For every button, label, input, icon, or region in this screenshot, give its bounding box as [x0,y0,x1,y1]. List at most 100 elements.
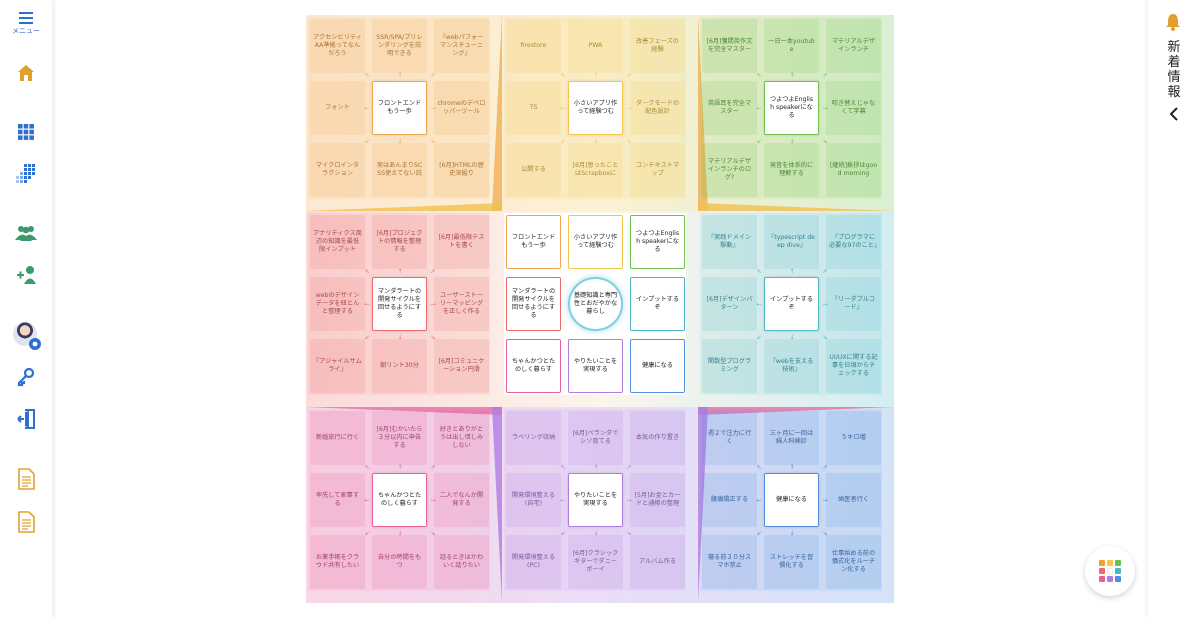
mandala-cell[interactable]: マテリアルデザインランチ [826,19,881,73]
mandala-cell[interactable]: マイクロインタラクション [310,143,365,197]
arrow-icon: ← [560,105,566,112]
mandala-cell[interactable]: ダークモードの配色設計 [630,81,685,135]
mandala-cell[interactable]: 腰痛矯正する [702,473,757,527]
mandala-cell[interactable]: 『アジャイルサムライ』 [310,339,365,393]
menu-button[interactable]: メニュー [8,10,44,38]
mandala-cell[interactable]: 公開する [506,143,561,197]
mandala-cell[interactable]: [6月]コミュニケーション円滑 [434,339,489,393]
mandala-cell[interactable]: 朝リント30分 [372,339,427,393]
mandala-cell[interactable]: フォント [310,81,365,135]
mandala-center-cell[interactable]: 基礎知識と専門性とおだやかな暮らし [568,277,623,331]
mandala-cell[interactable]: 実はあんまりSCSS使えてない説 [372,143,427,197]
mandala-center-cell[interactable]: インプットするぞ [764,277,819,331]
mandala-cell[interactable]: 開発環境整える(PC) [506,535,561,589]
mandala-cell[interactable]: [6月]獲間英作文を完全マスター [702,19,757,73]
mandala-cell[interactable]: 『typescript deep dive』 [764,215,819,269]
mandala-center-cell[interactable]: やりたいことを実現する [568,473,623,527]
mandala-cell[interactable]: 率先して家事する [310,473,365,527]
mandala-cell[interactable]: 話るときはかわいく話りたい [434,535,489,589]
mandala-cell[interactable]: マテリアルデザインランチのログ? [702,143,757,197]
arrow-icon: ↘ [430,530,436,537]
mandala-cell[interactable]: アクセシビリティAA準拠ってなんだろう [310,19,365,73]
mandala-cell[interactable]: 吹き替えじゃなくて字幕 [826,81,881,135]
logout-icon[interactable] [11,404,41,434]
mandala-cell[interactable]: お薬手帳をクラウド共有したい [310,535,365,589]
mandala-cell[interactable]: 『実践ドメイン駆動』 [702,215,757,269]
mandala-center-cell[interactable]: ちゃんかつとたのしく暮らす [372,473,427,527]
mandala-cell[interactable]: ５キロ増 [826,411,881,465]
mandala-cell[interactable]: 寝る前３０分スマホ禁止 [702,535,757,589]
mandala-cell[interactable]: PWA [568,19,623,73]
mandala-center-cell[interactable]: 小さいアプリ作って経験つむ [568,81,623,135]
document-icon[interactable] [11,464,41,494]
key-icon[interactable] [11,362,41,392]
mandala-cell[interactable]: 週２で注力に行く [702,411,757,465]
home-icon[interactable] [11,58,41,88]
mandala-cell[interactable]: [6月]クラシックギターでダニーボーイ [568,535,623,589]
mandala-cell[interactable]: 『webパフォーマンスチューニング』 [434,19,489,73]
mandala-cell[interactable]: 三ヶ月に一回は婦人科検診 [764,411,819,465]
mandala-cell[interactable]: chromeのデベロッパーツール [434,81,489,135]
mandala-cell[interactable]: 好きとありがとうは出し惜しみしない [434,411,489,465]
mandala-cell[interactable]: 関数型プログラミング [702,339,757,393]
chevron-left-icon[interactable] [1168,106,1180,121]
mandala-cell[interactable]: [6月]プロジェクトの情報を整理する [372,215,427,269]
mandala-cell[interactable]: 『リーダブルコード』 [826,277,881,331]
mandala-cell[interactable]: インプットするぞ [630,277,685,331]
mandala-cell[interactable]: 自分の時間をもつ [372,535,427,589]
mandala-cell[interactable]: [6月]むかいたら３分以内に申告する [372,411,427,465]
mandala-cell[interactable]: 発音を体系的に理解する [764,143,819,197]
document-icon-2[interactable] [11,507,41,537]
mandala-cell[interactable]: アルバム作る [630,535,685,589]
mandala-cell[interactable]: 改善フェーズの経験 [630,19,685,73]
news-label[interactable]: 新着情報 [1167,40,1181,100]
mandala-center-cell[interactable]: つよつよEnglish speakerになる [764,81,819,135]
mandala-cell[interactable]: 開発環境整える(自宅) [506,473,561,527]
arrow-icon: ← [364,497,370,504]
mandala-cell[interactable]: ちゃんかつとたのしく暮らす [506,339,561,393]
palette-button[interactable] [1085,546,1135,596]
group-icon[interactable] [11,218,41,248]
mandala-cell[interactable]: やりたいことを実現する [568,339,623,393]
mandala-cell[interactable]: ストレッチを習慣化する [764,535,819,589]
grid-fade-icon[interactable] [11,158,41,188]
mandala-center-cell[interactable]: 健康になる [764,473,819,527]
mandala-cell[interactable]: ラベリング収納 [506,411,561,465]
gear-icon[interactable] [28,336,42,350]
mandala-cell[interactable]: SSR/SPA/プリレンダリングを説明できる [372,19,427,73]
add-user-icon[interactable] [11,260,41,290]
mandala-cell[interactable]: 『プログラマに必要な97のこと』 [826,215,881,269]
mandala-cell[interactable]: 仕事始める前の儀式化をルーチン化する [826,535,881,589]
mandala-cell[interactable]: [6月]思ったことはScrapboxに [568,143,623,197]
mandala-cell[interactable]: 『webを支える技術』 [764,339,819,393]
mandala-cell[interactable]: マンダラートの開発サイクルを回せるようにする [506,277,561,331]
mandala-cell[interactable]: フロントエンドもう一歩 [506,215,561,269]
mandala-cell[interactable]: [6月]ペランダでシソ育てる [568,411,623,465]
mandala-cell[interactable]: 二人でなんか開発する [434,473,489,527]
mandala-cell[interactable]: [5月]お金とカードと通帳の整理 [630,473,685,527]
grid-icon[interactable] [11,117,41,147]
mandala-cell[interactable]: [6月]最低限テストを書く [434,215,489,269]
mandala-cell[interactable]: webのデザインデータを紐とんと整理する [310,277,365,331]
mandala-center-cell[interactable]: マンダラートの開発サイクルを回せるようにする [372,277,427,331]
mandala-cell[interactable]: 健康になる [630,339,685,393]
mandala-cell[interactable]: コンテキストマップ [630,143,685,197]
mandala-center-cell[interactable]: フロントエンドもう一歩 [372,81,427,135]
mandala-cell[interactable]: つよつよEnglish speakerになる [630,215,685,269]
arrow-icon: ↙ [756,530,762,537]
mandala-cell[interactable]: 歯医者行く [826,473,881,527]
mandala-cell[interactable]: 英語耳を完全マスター [702,81,757,135]
mandala-cell[interactable]: 小さいアプリ作って経験つむ [568,215,623,269]
mandala-cell[interactable]: TS [506,81,561,135]
bell-icon[interactable] [1165,13,1181,31]
mandala-cell[interactable]: [継続]挨拶はgood morning [826,143,881,197]
mandala-cell[interactable]: [6月]デザインパターン [702,277,757,331]
mandala-cell[interactable]: UI/UXに関する記事を日頃からチェックする [826,339,881,393]
mandala-cell[interactable]: ユーザーストーリーマッピングを正しく作る [434,277,489,331]
mandala-cell[interactable]: 本気の作り置き [630,411,685,465]
mandala-cell[interactable]: 新婚旅行に行く [310,411,365,465]
mandala-cell[interactable]: アナリティクス周辺の知識を最低限インプット [310,215,365,269]
mandala-cell[interactable]: 一日一本youtube [764,19,819,73]
mandala-cell[interactable]: [6月]HTMLの歴史深掘り [434,143,489,197]
mandala-cell[interactable]: firestore [506,19,561,73]
